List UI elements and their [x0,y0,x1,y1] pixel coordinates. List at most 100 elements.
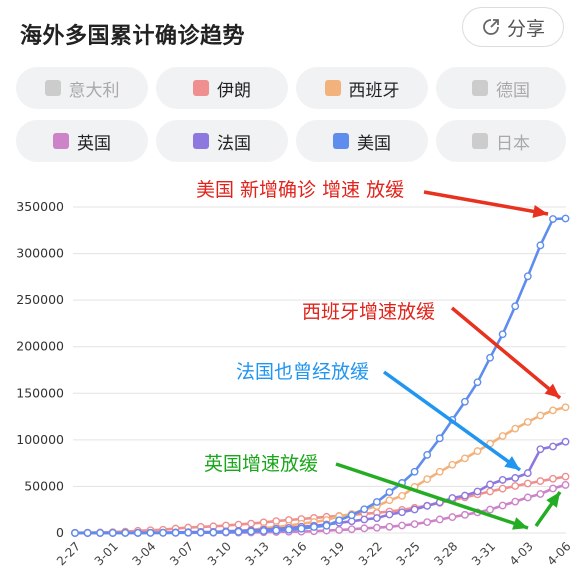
legend-swatch [193,80,209,96]
y-tick-label: 300000 [16,246,64,261]
data-point [360,515,369,524]
data-point [385,496,394,505]
data-point [410,520,419,529]
data-point [511,482,520,490]
legend-label: 英国 [77,133,111,154]
data-point [96,529,105,537]
x-tick-label: 3-01 [92,539,121,568]
legend-label: 意大利 [68,80,120,101]
data-point [347,525,356,534]
legend-swatch [333,133,349,149]
data-point [523,493,532,502]
x-tick-label: 3-25 [394,539,423,568]
data-point [448,513,457,521]
data-point [83,529,92,537]
x-tick-label: 3-22 [356,539,385,568]
data-point [196,528,205,537]
series-line [75,217,566,535]
legend-swatch [53,133,69,149]
data-point [536,411,545,420]
data-point [385,488,394,497]
data-point [222,528,230,537]
data-point [461,491,469,500]
arrow-us-shaft [423,190,549,216]
page-title: 海外多国累计确诊趋势 [20,24,246,49]
data-point [398,491,406,500]
data-point [549,474,557,483]
data-point [146,528,155,537]
data-point [523,418,532,426]
data-point [473,487,482,496]
data-point [385,522,394,531]
legend-label: 西班牙 [348,80,400,101]
data-point [523,479,532,488]
data-point [108,529,117,537]
data-point [473,447,482,455]
data-point [511,302,520,311]
legend-item[interactable]: 德国 [436,67,566,109]
data-point [410,505,419,514]
data-point [561,437,570,446]
data-point [461,454,469,463]
x-tick-label: 3-16 [280,539,309,568]
arrow-uk-head [512,517,528,530]
legend-label: 法国 [217,133,251,154]
legend-item[interactable]: 意大利 [16,67,148,109]
data-point [385,510,394,519]
data-point [561,472,570,481]
data-point [549,442,557,451]
share-label: 分享 [506,17,545,40]
data-point [523,272,532,281]
x-tick-label: 4-03 [507,539,536,568]
share-button[interactable]: 分享 [462,7,564,47]
legend-item[interactable]: 法国 [156,120,288,162]
data-point [473,378,482,387]
x-tick-label: 3-28 [431,539,460,568]
data-point [133,528,142,537]
annotation-uk: 英国增速放缓 [204,453,318,475]
data-point [372,498,381,506]
legend-swatch [44,80,61,96]
data-point [347,511,356,520]
data-point [549,406,557,415]
data-point [536,445,545,454]
legend-swatch [472,133,488,149]
data-point [259,527,268,535]
x-tick-label: 3-07 [167,539,196,568]
x-tick-label: 3-04 [129,539,158,568]
legend-item[interactable]: 伊朗 [156,67,288,109]
arrow-uk-shaft [335,462,529,530]
x-tick-label: 4-06 [544,539,573,568]
series-line [75,405,566,535]
y-tick-label: 250000 [16,292,64,307]
data-point [498,432,507,440]
legend-item[interactable]: 西班牙 [296,67,428,109]
data-point [247,527,255,536]
data-point [561,403,570,412]
data-point [435,434,444,443]
data-point [423,501,432,510]
data-point [435,467,444,476]
data-point [461,510,469,519]
data-point [423,518,432,527]
legend-item[interactable]: 英国 [16,120,148,162]
data-point [71,529,79,537]
data-point [486,353,494,362]
data-point [234,527,243,536]
y-tick-label: 0 [56,525,64,540]
legend-item[interactable]: 日本 [436,120,566,162]
data-point [234,520,243,529]
x-tick-label: 3-31 [469,539,498,568]
x-tick-label: 3-13 [243,539,272,568]
data-point [549,484,557,493]
data-point [171,528,180,537]
data-point [360,505,369,514]
data-point [561,214,570,223]
legend-item[interactable]: 美国 [296,120,428,162]
annotation-us: 美国 新增确诊 增速 放缓 [196,179,404,201]
data-point [498,476,507,484]
data-point [498,330,507,339]
y-tick-label: 350000 [16,199,64,214]
data-point [423,451,432,459]
